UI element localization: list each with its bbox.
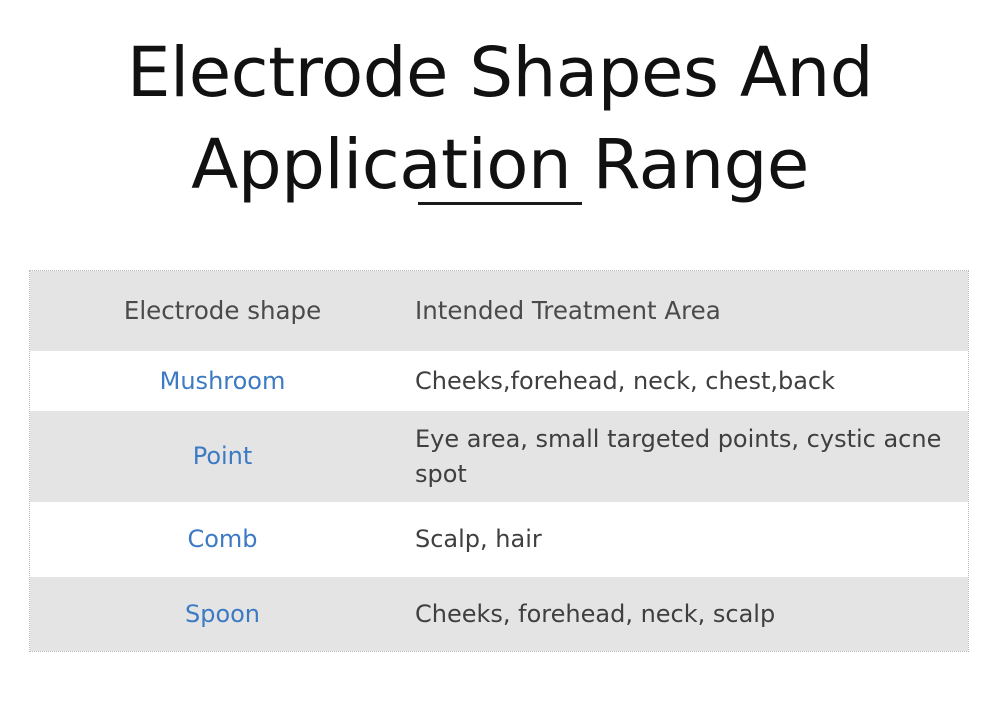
table-body: Mushroom Cheeks,forehead, neck, chest,ba… xyxy=(30,351,968,651)
table-row: Comb Scalp, hair xyxy=(30,502,968,577)
treatment-area-text: Cheeks,forehead, neck, chest,back xyxy=(415,366,836,395)
treatment-area-text: Scalp, hair xyxy=(415,525,542,554)
electrode-shape-link-spoon[interactable]: Spoon xyxy=(184,599,261,628)
cell-treatment-area: Cheeks, forehead, neck, scalp xyxy=(415,577,968,651)
electrode-shape-link-mushroom[interactable]: Mushroom xyxy=(159,366,286,395)
electrode-spec-table: Electrode shape Intended Treatment Area … xyxy=(30,271,968,651)
cell-treatment-area: Eye area, small targeted points, cystic … xyxy=(415,411,968,502)
column-header-intended-treatment-area-label: Intended Treatment Area xyxy=(415,296,721,326)
table-header: Electrode shape Intended Treatment Area xyxy=(30,271,968,351)
table-header-row: Electrode shape Intended Treatment Area xyxy=(30,271,968,351)
title-divider xyxy=(418,202,582,205)
cell-treatment-area: Scalp, hair xyxy=(415,502,968,577)
title-block: Electrode Shapes And Application Range xyxy=(0,28,1000,212)
cell-electrode-shape: Comb xyxy=(30,502,415,577)
electrode-spec-table-wrapper: Electrode shape Intended Treatment Area … xyxy=(29,270,969,652)
table-row: Spoon Cheeks, forehead, neck, scalp xyxy=(30,577,968,651)
column-header-electrode-shape-label: Electrode shape xyxy=(123,296,322,326)
cell-treatment-area: Cheeks,forehead, neck, chest,back xyxy=(415,351,968,411)
electrode-shape-link-point[interactable]: Point xyxy=(192,442,253,471)
table-row: Point Eye area, small targeted points, c… xyxy=(30,411,968,502)
treatment-area-text: Eye area, small targeted points, cystic … xyxy=(415,425,942,488)
treatment-area-text: Cheeks, forehead, neck, scalp xyxy=(415,599,776,628)
cell-electrode-shape: Spoon xyxy=(30,577,415,651)
cell-electrode-shape: Mushroom xyxy=(30,351,415,411)
cell-electrode-shape: Point xyxy=(30,411,415,502)
column-header-electrode-shape: Electrode shape xyxy=(30,271,415,351)
electrode-shape-link-comb[interactable]: Comb xyxy=(187,525,258,554)
column-header-intended-treatment-area: Intended Treatment Area xyxy=(415,271,968,351)
page-title: Electrode Shapes And Application Range xyxy=(126,33,874,205)
table-row: Mushroom Cheeks,forehead, neck, chest,ba… xyxy=(30,351,968,411)
